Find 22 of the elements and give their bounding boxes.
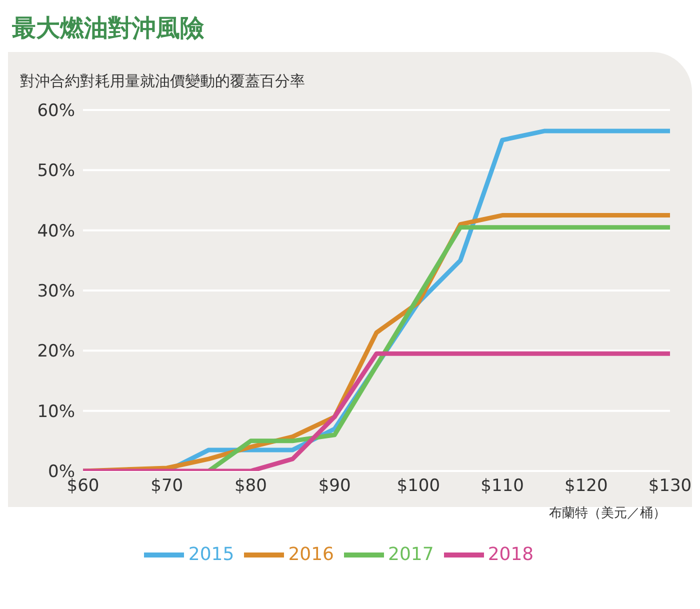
legend-label: 2018 xyxy=(488,544,534,565)
chart-title: 最大燃油對沖風險 xyxy=(11,13,205,44)
x-tick-label: $120 xyxy=(564,476,608,496)
line-series xyxy=(206,225,670,471)
x-tick-label: $70 xyxy=(150,476,184,496)
legend-label: 2015 xyxy=(188,544,234,565)
y-axis-title: 對沖合約對耗用量就油價變動的覆蓋百分率 xyxy=(20,72,305,91)
x-tick-label: $100 xyxy=(396,476,440,496)
y-tick-label: 40% xyxy=(37,221,75,242)
x-tick-label: $130 xyxy=(648,476,692,496)
y-tick-label: 20% xyxy=(37,342,75,362)
x-tick-label: $110 xyxy=(480,476,524,496)
x-tick-label: $90 xyxy=(318,476,351,496)
x-axis-title: 布蘭特（美元／桶） xyxy=(549,505,666,521)
y-tick-label: 10% xyxy=(37,402,75,422)
legend-label: 2017 xyxy=(388,544,434,565)
legend-label: 2016 xyxy=(288,544,334,565)
y-tick-label: 50% xyxy=(37,161,75,182)
y-tick-label: 60% xyxy=(37,101,75,122)
y-tick-label: 30% xyxy=(37,282,75,302)
x-tick-label: $80 xyxy=(234,476,267,496)
line-series xyxy=(83,351,670,471)
